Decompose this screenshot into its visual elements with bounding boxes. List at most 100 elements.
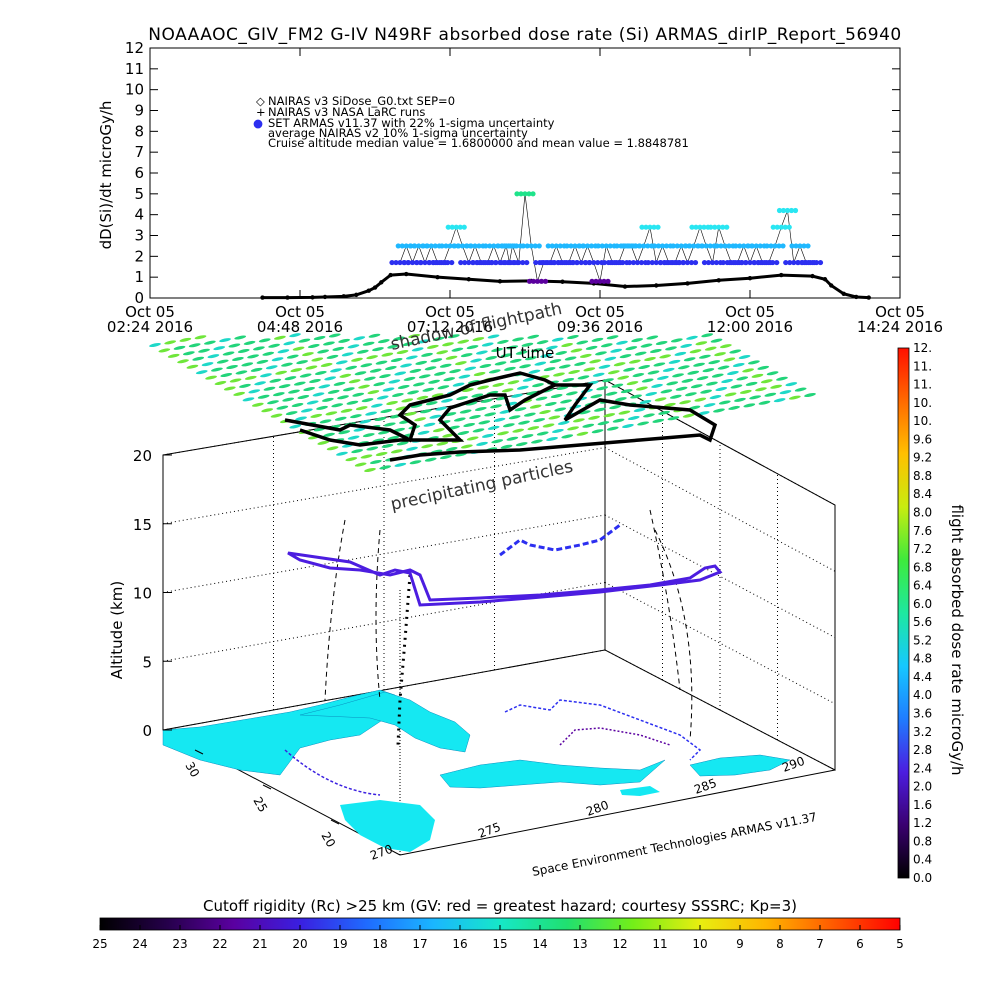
series-armas-point <box>588 243 595 249</box>
particle-mark <box>704 346 717 351</box>
particle-mark <box>342 387 355 392</box>
particle-mark <box>623 367 635 372</box>
particle-mark <box>549 359 562 364</box>
series-nairas-point <box>497 279 503 284</box>
particle-mark <box>248 389 261 394</box>
particle-mark <box>488 369 501 374</box>
particle-mark <box>310 413 323 418</box>
flight-track-cruise <box>287 551 723 607</box>
particle-mark <box>179 337 192 342</box>
series-armas-point <box>676 259 683 266</box>
lon-tick-label: 275 <box>476 820 502 841</box>
series-nairas-point <box>829 283 834 288</box>
series-armas-point <box>495 243 501 249</box>
particle-mark <box>205 375 217 380</box>
series-armas-point <box>616 259 622 266</box>
series-armas-point <box>483 243 489 249</box>
rigidity-tick-label: 14 <box>532 937 547 951</box>
series-armas-point <box>805 259 812 266</box>
series-armas-point <box>758 259 764 266</box>
particle-mark <box>247 354 259 359</box>
particle-mark <box>333 381 346 386</box>
particle-mark <box>660 389 673 394</box>
drop-line <box>324 519 346 701</box>
particle-mark <box>235 370 248 375</box>
dose-colorbar-tick-label: 3.2 <box>913 725 932 739</box>
particle-mark <box>567 426 579 431</box>
drop-lines <box>324 509 693 746</box>
lat-tick-mark <box>262 784 272 790</box>
particle-mark <box>480 398 493 403</box>
particle-mark <box>299 373 312 378</box>
series-armas-point <box>524 243 530 249</box>
series-armas-point <box>659 243 666 249</box>
particle-mark <box>442 342 454 347</box>
particle-mark <box>494 361 507 366</box>
particle-mark <box>611 383 624 388</box>
series-armas-point <box>689 224 695 230</box>
series-armas-point <box>426 259 433 266</box>
particle-mark <box>262 351 275 356</box>
particle-mark <box>644 357 656 362</box>
particle-mark <box>268 343 280 348</box>
series-armas-point <box>447 243 453 249</box>
particle-mark <box>677 365 690 370</box>
particle-mark <box>473 372 486 377</box>
particle-mark <box>652 418 665 423</box>
particle-mark <box>447 334 460 339</box>
particle-mark <box>548 415 561 420</box>
series-armas-point <box>638 259 645 266</box>
dose-colorbar-scale <box>897 347 910 879</box>
particle-mark <box>348 379 361 384</box>
particle-mark <box>779 390 792 395</box>
bahamas-outline <box>559 727 671 746</box>
particle-mark <box>442 433 455 438</box>
series-armas-point <box>433 259 439 266</box>
series-armas-point <box>587 259 593 266</box>
series-armas-point <box>647 224 653 230</box>
particle-mark <box>203 340 216 345</box>
series-armas-point <box>455 243 462 249</box>
particle-mark <box>703 403 716 408</box>
particle-mark <box>485 355 498 360</box>
particle-mark <box>216 359 229 364</box>
particle-mark <box>596 386 609 391</box>
lat-tick-mark <box>330 819 340 825</box>
series-armas-point <box>805 243 811 249</box>
series-armas-point <box>526 278 533 284</box>
series-armas-point <box>538 278 545 284</box>
particle-mark <box>540 353 552 358</box>
particle-mark <box>539 410 551 415</box>
particle-mark <box>354 371 367 376</box>
series-armas-point <box>714 243 720 249</box>
particle-mark <box>526 391 539 396</box>
particle-mark <box>630 394 642 399</box>
particle-mark <box>785 382 798 387</box>
dose-colorbar-tick-label: 7.2 <box>913 542 932 556</box>
dose-colorbar-tick-label: 7.6 <box>913 524 932 538</box>
particle-mark <box>602 378 614 383</box>
particle-mark <box>576 431 589 436</box>
particle-mark <box>417 430 430 435</box>
particle-mark <box>330 368 342 373</box>
particle-mark <box>380 409 393 414</box>
dose-colorbar-tick-label: 4.4 <box>913 670 932 684</box>
series-armas-point <box>762 259 768 266</box>
particle-mark <box>470 358 482 363</box>
y-axis-label: dD(Si)/dt microGy/h <box>97 101 115 250</box>
particle-mark <box>794 387 807 392</box>
dose-colorbar-tick-label: 1.2 <box>913 816 932 830</box>
particle-mark <box>706 381 718 386</box>
y-tick-label: 5 <box>134 185 144 203</box>
particle-mark <box>711 373 724 378</box>
y-tick-label: 8 <box>134 122 144 140</box>
particle-mark <box>324 376 337 381</box>
series-armas-point <box>572 243 578 249</box>
series-armas-point <box>453 224 459 230</box>
rigidity-tick-label: 25 <box>92 937 107 951</box>
series-armas-point <box>637 243 643 249</box>
series-armas-point <box>688 259 695 266</box>
particle-mark <box>332 346 345 351</box>
series-nairas-point <box>435 274 440 280</box>
series-armas-point <box>653 259 659 266</box>
